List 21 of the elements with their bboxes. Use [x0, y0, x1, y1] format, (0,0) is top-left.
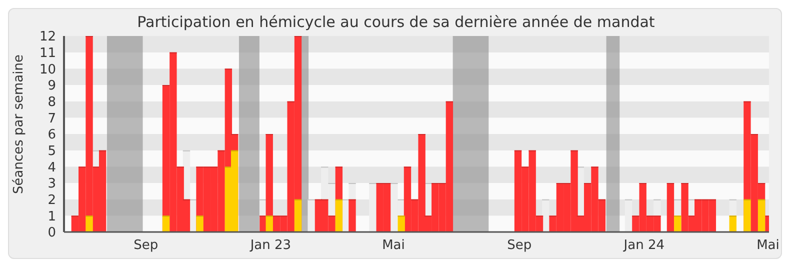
y-tick-label: 1	[48, 209, 56, 224]
x-tick-label: Jan 23	[249, 238, 292, 254]
y-tick-label: 0	[48, 226, 56, 241]
y-tick-label: 11	[39, 46, 56, 61]
x-tick-label: Mai	[382, 238, 405, 254]
y-axis-title: Séances par semaine	[12, 54, 27, 194]
x-tick-label: Sep	[507, 238, 532, 254]
y-tick-label: 4	[48, 160, 56, 176]
x-tick-label: Jan 24	[622, 238, 665, 254]
y-tick-label: 12	[39, 30, 56, 45]
y-tick-label: 5	[48, 144, 56, 159]
y-tick-label: 3	[48, 176, 56, 192]
y-tick-label: 9	[48, 78, 56, 94]
y-tick-label: 7	[48, 111, 56, 126]
y-tick-label: 2	[48, 192, 56, 208]
x-tick-label: Mai	[756, 238, 780, 254]
y-tick-label: 8	[48, 94, 56, 110]
chart-title: Participation en hémicycle au cours de sa dernière année de mandat	[136, 13, 656, 31]
x-tick-label: Sep	[134, 238, 158, 254]
y-tick-label: 10	[39, 62, 56, 78]
y-tick-label: 6	[48, 128, 56, 143]
